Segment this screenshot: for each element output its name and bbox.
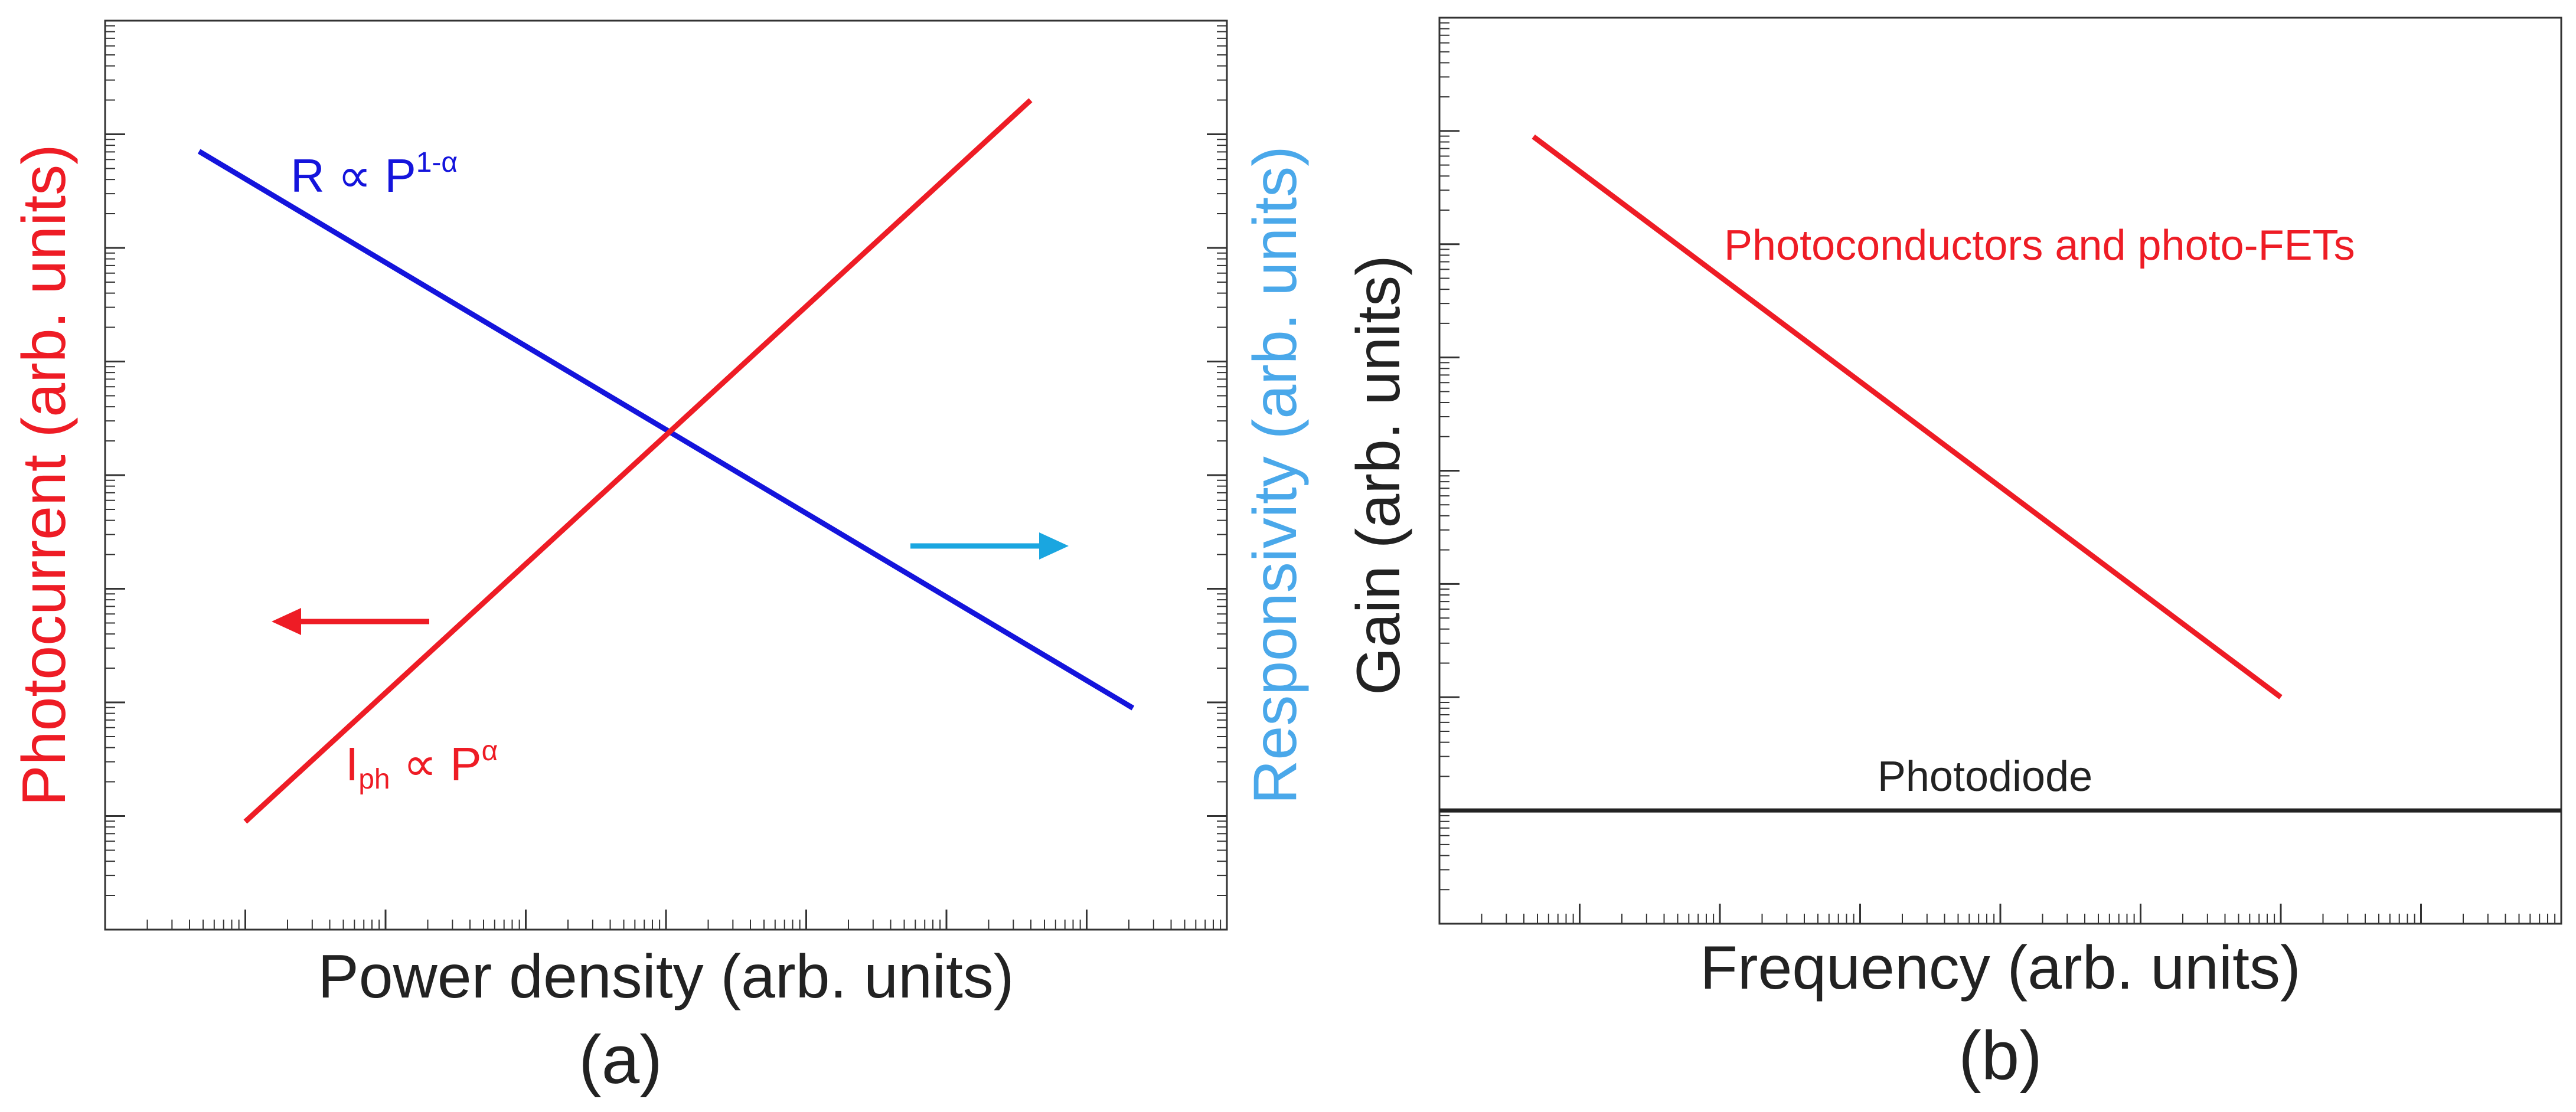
panel-b-x-axis-title: Frequency (arb. units) <box>1700 934 2300 1002</box>
photocurrent-label-sup: α <box>482 735 498 767</box>
series-line-r-responsivity <box>197 149 1135 711</box>
series-label-photocurrent: Iph ∝ Pα <box>345 735 498 795</box>
panel-a-y-axis-title-left: Photocurrent (arb. units) <box>10 144 79 806</box>
series-line-photoconductors <box>1532 134 2283 699</box>
panel-b: Photoconductors and photo-FETs Photodiod… <box>1344 17 2562 1094</box>
panel-a-x-axis-title: Power density (arb. units) <box>318 943 1014 1011</box>
panel-b-frame <box>1438 17 2562 925</box>
panel-b-y-axis-title: Gain (arb. units) <box>1344 255 1413 695</box>
series-line-iph-photocurrent <box>243 98 1033 824</box>
photocurrent-label-base: I <box>345 738 358 790</box>
panel-a-ticks <box>105 25 1227 930</box>
panel-b-label: (b) <box>1958 1017 2042 1094</box>
panel-a-y-axis-title-right: Responsivity (arb. units) <box>1241 146 1310 804</box>
photocurrent-label-mid: ∝ P <box>390 738 482 790</box>
panel-a: R ∝ P1-α Iph ∝ Pα Photocurrent (arb. uni… <box>10 19 1310 1098</box>
series-label-responsivity: R ∝ P1-α <box>290 147 458 202</box>
panel-a-label: (a) <box>579 1021 662 1098</box>
right-axis-arrow <box>910 532 1069 560</box>
responsivity-label-sup: 1-α <box>416 147 458 178</box>
responsivity-label-base: R ∝ P <box>290 149 416 202</box>
photocurrent-label-sub: ph <box>358 764 390 795</box>
panel-b-ticks <box>1439 22 2556 924</box>
series-label-photoconductors: Photoconductors and photo-FETs <box>1724 222 2355 269</box>
series-label-photodiode: Photodiode <box>1878 753 2092 800</box>
left-axis-arrow <box>272 608 429 635</box>
panel-a-frame <box>104 19 1228 931</box>
